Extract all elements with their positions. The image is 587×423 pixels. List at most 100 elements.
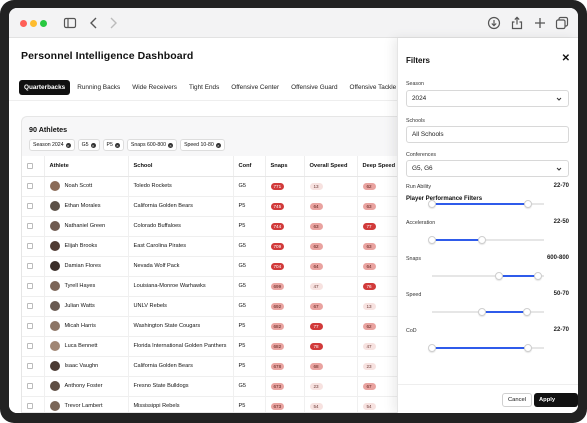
close-icon[interactable]: ✕ bbox=[561, 53, 570, 64]
remove-chip-icon[interactable]: × bbox=[168, 142, 174, 148]
table-row[interactable]: Luca Bennett Florida International Golden… bbox=[22, 336, 397, 357]
athlete-name[interactable]: Micah Harris bbox=[64, 323, 96, 329]
athlete-name[interactable]: Elijah Brooks bbox=[64, 243, 98, 249]
table-row[interactable]: Julian Watts UNLV Rebels G5 692 67 13 bbox=[22, 296, 397, 317]
table-row[interactable]: Micah Harris Washington State Cougars P5 68… bbox=[22, 316, 397, 337]
share-icon[interactable] bbox=[510, 16, 524, 30]
slider-min-handle[interactable] bbox=[495, 272, 504, 280]
column-header-snaps[interactable]: Snaps bbox=[265, 156, 305, 177]
row-checkbox[interactable] bbox=[27, 222, 33, 229]
forward-arrow-icon[interactable] bbox=[106, 16, 120, 30]
filter-chip[interactable]: Snaps 600-800 × bbox=[126, 139, 178, 151]
slider-max-handle[interactable] bbox=[478, 236, 487, 244]
row-checkbox[interactable] bbox=[27, 202, 33, 209]
minimize-window-button[interactable] bbox=[30, 20, 37, 27]
apply-filters-button[interactable]: Apply Filters bbox=[534, 393, 578, 413]
table-row[interactable]: Isaac Vaughn California Golden Bears P5 678… bbox=[22, 356, 397, 377]
select-all-checkbox[interactable] bbox=[27, 162, 33, 169]
athlete-name[interactable]: Noah Scott bbox=[64, 183, 93, 189]
row-checkbox[interactable] bbox=[27, 242, 33, 249]
athlete-name[interactable]: Damian Flores bbox=[64, 263, 101, 269]
slider-track[interactable] bbox=[428, 236, 544, 244]
slider-min-handle[interactable] bbox=[428, 236, 436, 244]
table-row[interactable]: Tyrell Hayes Louisiana-Monroe Warhawks G5 6… bbox=[22, 276, 397, 297]
conferences-select[interactable]: G5, G6 bbox=[406, 160, 569, 177]
table-row[interactable]: Noah Scott Toledo Rockets G5 771 13 62 bbox=[22, 176, 397, 197]
athlete-cell[interactable]: Anthony Foster bbox=[44, 376, 129, 397]
athlete-cell[interactable]: Nathaniel Green bbox=[44, 216, 129, 237]
back-arrow-icon[interactable] bbox=[87, 16, 101, 30]
row-checkbox[interactable] bbox=[27, 382, 33, 389]
remove-chip-icon[interactable]: × bbox=[65, 142, 71, 148]
athlete-name[interactable]: Tyrell Hayes bbox=[64, 283, 96, 289]
new-tab-icon[interactable] bbox=[533, 16, 547, 30]
slider-max-handle[interactable] bbox=[524, 200, 533, 208]
athlete-cell[interactable]: Damian Flores bbox=[44, 256, 129, 277]
slider-max-handle[interactable] bbox=[524, 344, 533, 352]
row-checkbox[interactable] bbox=[27, 262, 33, 269]
schools-input[interactable]: All Schools bbox=[406, 126, 569, 143]
column-header-overall-speed[interactable]: Overall Speed bbox=[304, 156, 358, 177]
slider-track[interactable] bbox=[432, 308, 544, 316]
filter-chip[interactable]: Speed 10-80 × bbox=[180, 139, 225, 151]
slider-track[interactable] bbox=[428, 200, 544, 208]
filter-chip[interactable]: P5 × bbox=[102, 139, 124, 151]
tab-offensive-center[interactable]: Offensive Center bbox=[231, 84, 280, 91]
slider-track[interactable] bbox=[428, 344, 544, 352]
row-checkbox[interactable] bbox=[27, 322, 33, 329]
maximize-window-button[interactable] bbox=[40, 20, 47, 27]
season-select[interactable]: 2024 bbox=[406, 90, 569, 107]
close-window-button[interactable] bbox=[20, 20, 27, 27]
athlete-cell[interactable]: Luca Bennett bbox=[44, 336, 129, 357]
tab-running-backs[interactable]: Running Backs bbox=[77, 84, 121, 91]
table-row[interactable]: Trevor Lambert Mississippi Rebels P5 673 54 5… bbox=[22, 396, 397, 412]
athlete-cell[interactable]: Micah Harris bbox=[44, 316, 129, 337]
tab-wide-receivers[interactable]: Wide Receivers bbox=[132, 84, 177, 91]
table-row[interactable]: Nathaniel Green Colorado Buffaloes P5 744 63… bbox=[22, 216, 397, 237]
download-icon[interactable] bbox=[487, 16, 501, 30]
table-row[interactable]: Anthony Foster Fresno State Bulldogs G5 673… bbox=[22, 376, 397, 397]
tab-offensive-tackle[interactable]: Offensive Tackle bbox=[349, 84, 397, 91]
cancel-button[interactable]: Cancel bbox=[502, 393, 533, 407]
athlete-cell[interactable]: Ethan Morales bbox=[44, 196, 129, 217]
filter-chip[interactable]: Season 2024 × bbox=[29, 139, 75, 151]
athlete-cell[interactable]: Noah Scott bbox=[44, 176, 129, 197]
athlete-cell[interactable]: Julian Watts bbox=[44, 296, 129, 317]
table-row[interactable]: Elijah Brooks East Carolina Pirates G5 709 6… bbox=[22, 236, 397, 257]
filter-chip[interactable]: G5 × bbox=[77, 139, 100, 151]
row-checkbox[interactable] bbox=[27, 302, 33, 309]
column-header-school[interactable]: School bbox=[128, 156, 234, 177]
table-row[interactable]: Damian Flores Nevada Wolf Pack G5 704 64 64 bbox=[22, 256, 397, 277]
athlete-name[interactable]: Julian Watts bbox=[64, 303, 95, 309]
athlete-cell[interactable]: Isaac Vaughn bbox=[44, 356, 129, 377]
athlete-name[interactable]: Ethan Morales bbox=[64, 203, 101, 209]
slider-max-handle[interactable] bbox=[534, 272, 543, 280]
tab-tight-ends[interactable]: Tight Ends bbox=[188, 84, 220, 91]
column-header-deep-speed[interactable]: Deep Speed bbox=[357, 156, 397, 177]
slider-track[interactable] bbox=[432, 272, 544, 280]
athlete-cell[interactable]: Elijah Brooks bbox=[44, 236, 129, 257]
slider-min-handle[interactable] bbox=[478, 308, 487, 316]
slider-max-handle[interactable] bbox=[523, 308, 532, 316]
athlete-cell[interactable]: Trevor Lambert bbox=[44, 396, 129, 412]
row-checkbox[interactable] bbox=[27, 362, 33, 369]
athlete-name[interactable]: Luca Bennett bbox=[64, 343, 98, 349]
remove-chip-icon[interactable]: × bbox=[114, 142, 120, 148]
remove-chip-icon[interactable]: × bbox=[215, 142, 221, 148]
row-checkbox[interactable] bbox=[27, 342, 33, 349]
remove-chip-icon[interactable]: × bbox=[90, 142, 96, 148]
athlete-name[interactable]: Isaac Vaughn bbox=[64, 363, 99, 369]
row-checkbox[interactable] bbox=[27, 282, 33, 289]
row-checkbox[interactable] bbox=[27, 402, 33, 409]
table-row[interactable]: Ethan Morales California Golden Bears P5 74… bbox=[22, 196, 397, 217]
column-header-conf[interactable]: Conf bbox=[233, 156, 266, 177]
tab-offensive-guard[interactable]: Offensive Guard bbox=[291, 84, 338, 91]
athlete-name[interactable]: Trevor Lambert bbox=[64, 403, 103, 409]
athlete-name[interactable]: Nathaniel Green bbox=[64, 223, 106, 229]
athlete-cell[interactable]: Tyrell Hayes bbox=[44, 276, 129, 297]
sidebar-toggle-icon[interactable] bbox=[63, 16, 77, 30]
athlete-name[interactable]: Anthony Foster bbox=[64, 383, 103, 389]
slider-min-handle[interactable] bbox=[428, 200, 436, 208]
tab-overview-icon[interactable] bbox=[555, 16, 569, 30]
tab-quarterbacks[interactable]: Quarterbacks bbox=[19, 80, 71, 95]
